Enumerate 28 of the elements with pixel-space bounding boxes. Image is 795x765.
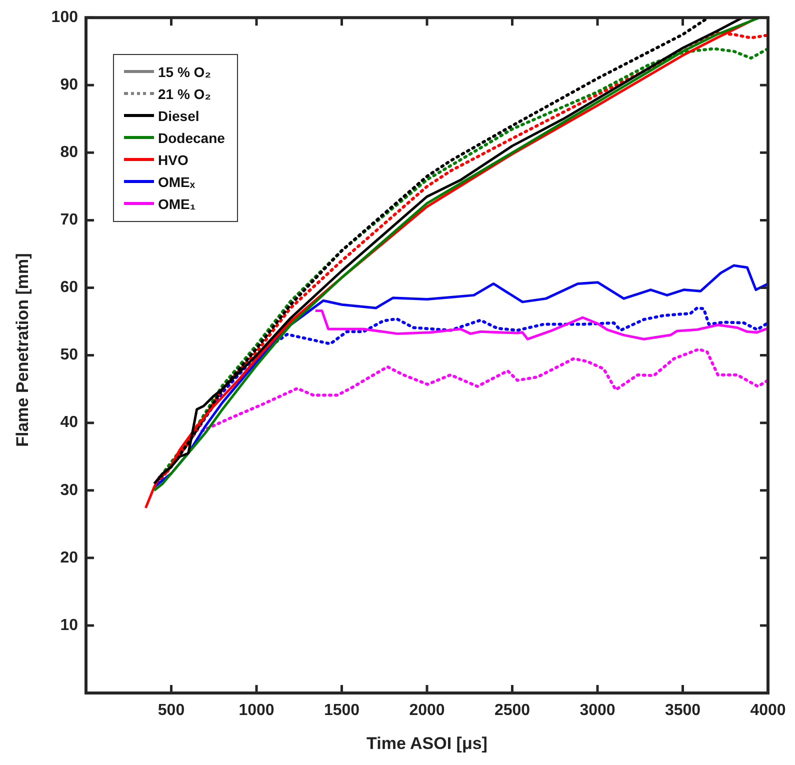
- y-tick-label: 80: [60, 144, 78, 162]
- y-tick-label: 30: [60, 482, 78, 499]
- y-axis-title: Flame Penetration [mm]: [13, 252, 33, 449]
- legend-label: 21 % O₂: [158, 86, 211, 102]
- x-tick-label: 2000: [409, 702, 445, 720]
- line-series: [200, 348, 768, 432]
- x-tick-label: 500: [158, 702, 185, 720]
- x-tick-label: 4000: [750, 702, 786, 720]
- y-tick-label: 90: [60, 76, 78, 94]
- y-tick-label: 20: [60, 549, 78, 566]
- legend-label: HVO: [158, 152, 188, 168]
- x-tick-label: 1500: [324, 702, 360, 720]
- legend-label: OMEₓ: [158, 174, 196, 190]
- y-tick-label: 60: [60, 279, 78, 296]
- legend-label: Dodecane: [158, 130, 225, 146]
- x-tick-label: 3500: [664, 702, 701, 720]
- y-tick-label: 100: [51, 9, 78, 26]
- x-tick-label: 1000: [238, 702, 274, 720]
- y-tick-label: 50: [60, 346, 78, 364]
- y-tick-label: 10: [60, 616, 78, 634]
- y-tick-label: 40: [60, 414, 78, 432]
- y-tick-label: 70: [60, 212, 78, 229]
- x-tick-label: 3000: [580, 702, 616, 720]
- x-tick-label: 2500: [494, 702, 530, 720]
- legend-label: 15 % O₂: [158, 64, 211, 80]
- x-axis-title: Time ASOI [μs]: [366, 734, 488, 754]
- legend-label: Diesel: [158, 108, 200, 124]
- legend-label: OME₁: [158, 196, 196, 212]
